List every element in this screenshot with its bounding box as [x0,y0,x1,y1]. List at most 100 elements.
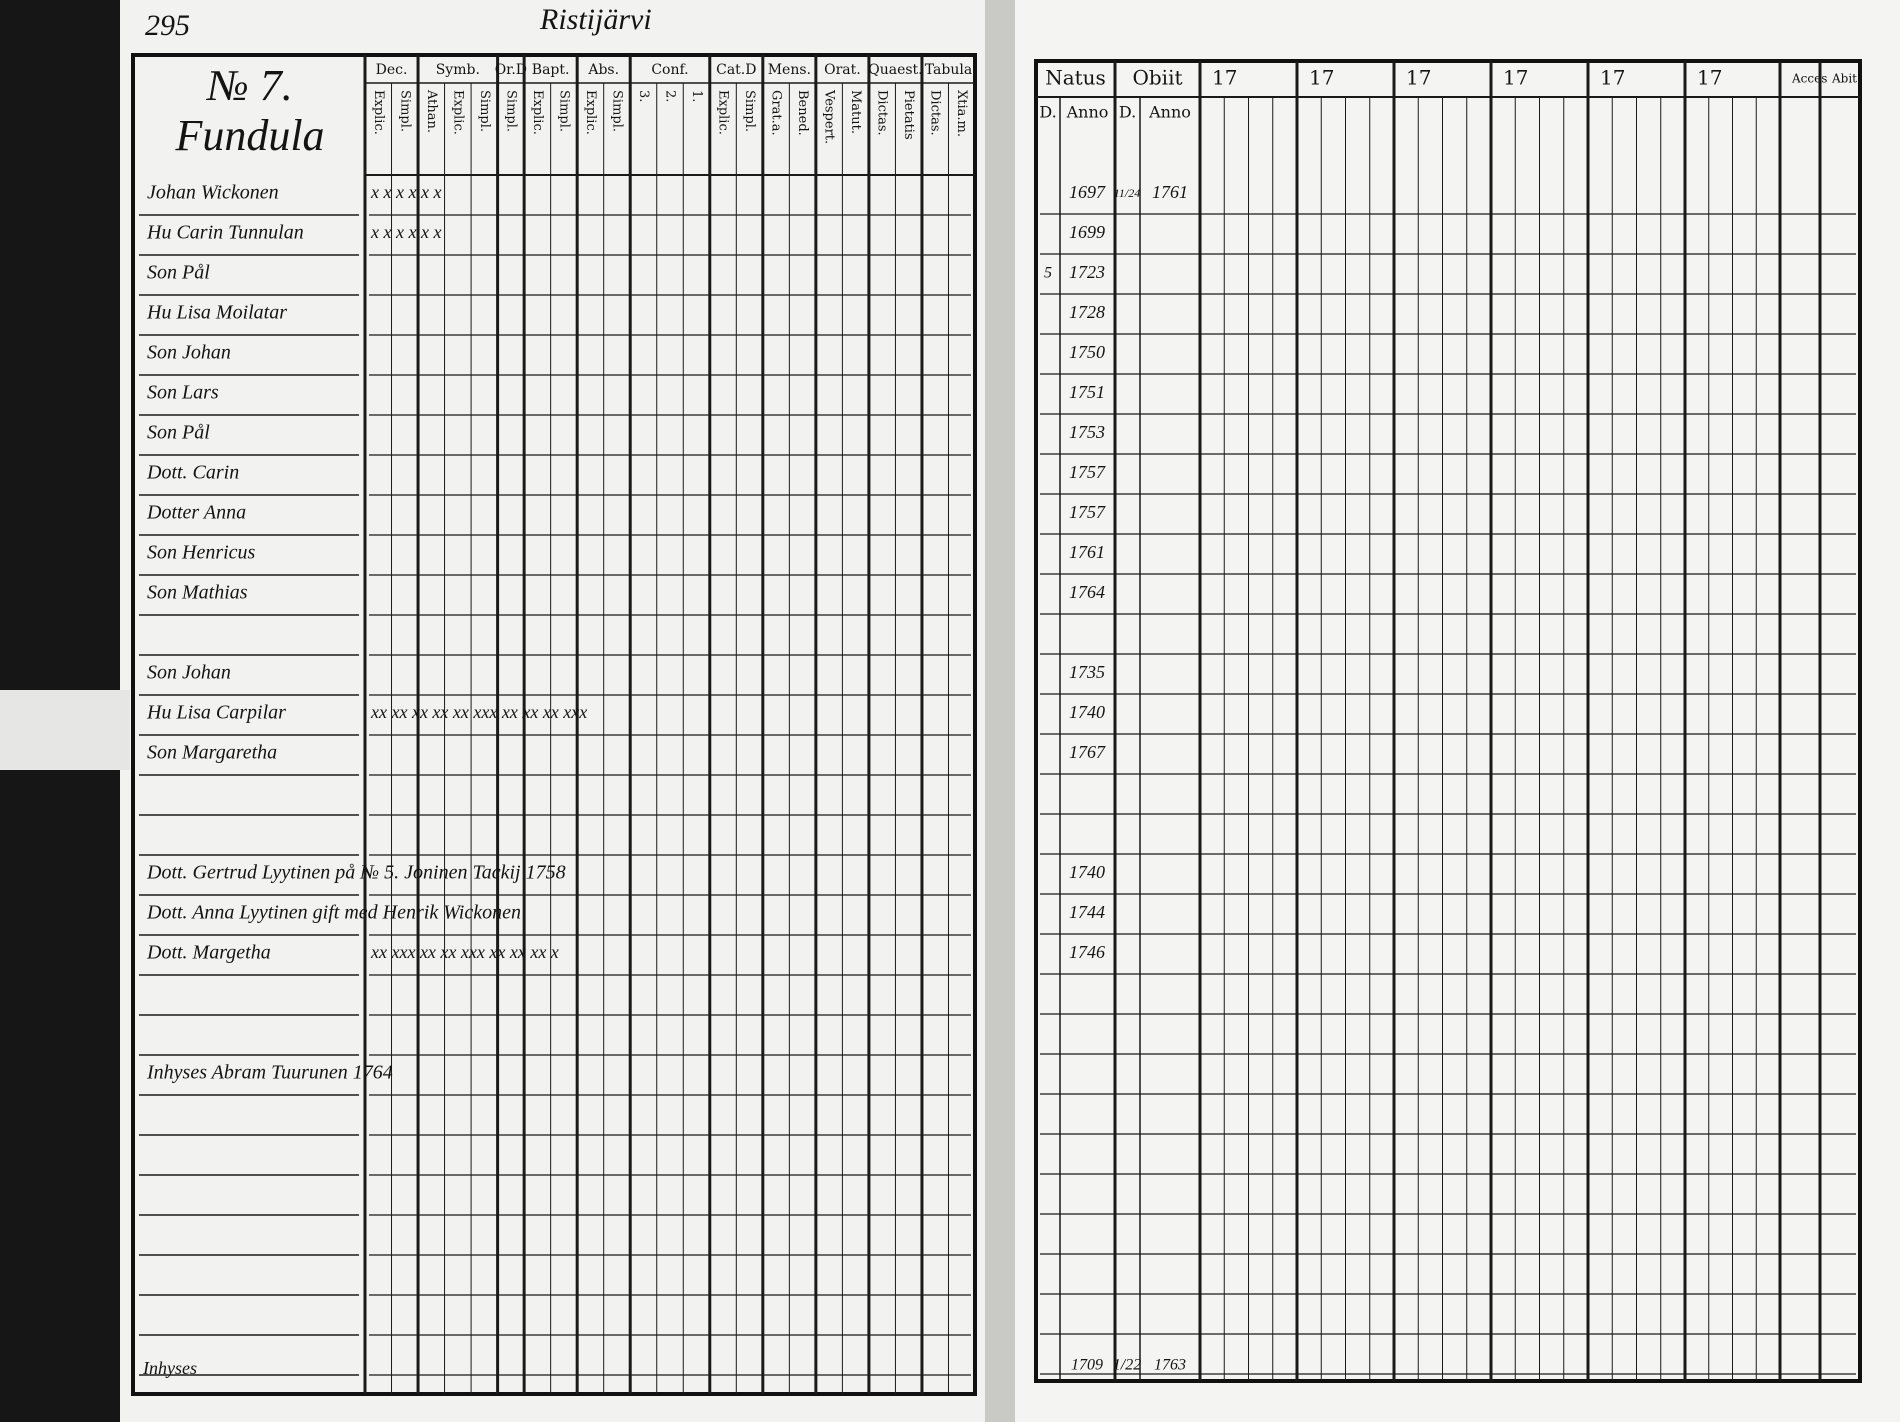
person-name: Inhyses Abram Tuurunen 1764 [146,1062,393,1084]
column-label: Abit [1831,72,1857,86]
catechism-marks: x x x x x x [370,222,441,242]
person-name: Hu Lisa Moilatar [146,302,287,324]
column-sublabel: 3. [636,90,651,102]
birth-year: 1767 [1069,742,1106,762]
column-sublabel: Simpl. [609,90,624,132]
column-sublabel: Explic. [530,90,545,135]
column-sublabel: Grat.a. [769,90,784,136]
birth-year: 1728 [1069,302,1105,322]
person-name: Son Henricus [147,542,256,564]
person-name: Son Margaretha [147,742,277,764]
death-day: 11/24 [1114,186,1140,200]
column-label: Mens. [768,62,811,78]
column-label: Symb. [436,62,480,78]
column-label: Bapt. [532,62,570,78]
death-year: 1761 [1152,182,1188,202]
birth-year: 1764 [1069,582,1105,602]
parish-name: Ristijärvi [539,3,652,36]
column-sublabel: D. [1039,103,1056,122]
column-label: Orat. [824,62,861,78]
person-name: Dott. Margetha [146,942,271,964]
person-name: Son Johan [147,342,231,364]
tab-strip [0,690,130,770]
column-sublabel: Explic. [716,90,731,135]
column-label: Or.D [495,62,527,78]
person-name: Dott. Gertrud Lyytinen på № 5. Joninen T… [146,862,566,884]
column-sublabel: Simpl. [503,90,518,132]
right-table-frame [1034,59,1862,1383]
column-label: Acces [1791,72,1827,86]
village-name: Fundula [174,111,324,160]
column-sublabel: Xtia.m. [954,90,969,137]
birth-year: 1723 [1069,262,1105,282]
footer-note: Inhyses [142,1358,197,1378]
column-sublabel: 1. [689,90,704,102]
left-sheet [120,0,1000,1422]
birth-year: 1751 [1069,382,1105,402]
column-sublabel: Matut. [848,90,863,134]
column-label: Quaest. [868,62,922,78]
column-label: Abs. [587,62,619,78]
birth-year: 1757 [1069,502,1106,522]
column-sublabel: Anno [1066,103,1109,122]
column-label: Cat.D [716,62,756,78]
column-sublabel: Explic. [371,90,386,135]
column-sublabel: Simpl. [397,90,412,132]
birth-year: 1753 [1069,422,1105,442]
column-sublabel: Dictas. [875,90,890,136]
birth-year: 1697 [1069,182,1106,202]
catechism-marks: xx xx xx xx xx xxx xx xx xx xxx [370,702,587,722]
person-name: Son Johan [147,662,231,684]
footer-entry: 1763 [1154,1357,1186,1374]
column-label: 17 [1309,66,1334,90]
household-number: № 7. [205,61,293,110]
column-sublabel: 2. [663,90,678,102]
page-number: 295 [145,9,190,42]
column-sublabel: Athan. [424,89,439,133]
column-label: Obiit [1132,66,1182,90]
birth-year: 1757 [1069,462,1106,482]
person-name: Hu Lisa Carpilar [146,702,286,724]
column-label: 17 [1406,66,1431,90]
column-sublabel: Simpl. [556,90,571,132]
birth-year: 1735 [1069,662,1105,682]
birth-day: 5 [1044,265,1052,282]
column-sublabel: D. [1119,103,1136,122]
column-label: 17 [1697,66,1722,90]
person-name: Dott. Anna Lyytinen gift med Henrik Wick… [146,902,521,924]
left-table-frame [131,53,977,1396]
person-name: Dotter Anna [146,502,246,524]
birth-year: 1740 [1069,702,1105,722]
person-name: Son Pål [147,422,210,444]
gutter [985,0,1015,1422]
column-label: Natus [1045,66,1106,90]
birth-year: 1740 [1069,862,1105,882]
catechism-marks: x x x x x x [370,182,441,202]
birth-year: 1744 [1069,902,1105,922]
column-label: Tabula [925,62,972,78]
column-sublabel: Simpl. [477,90,492,132]
birth-year: 1761 [1069,542,1105,562]
person-name: Son Pål [147,262,210,284]
column-sublabel: Explic. [450,90,465,135]
column-sublabel: Bened. [795,90,810,136]
birth-year: 1750 [1069,342,1105,362]
column-sublabel: Anno [1148,103,1191,122]
column-sublabel: Vespert. [822,89,837,144]
catechism-marks: xx xxx xx xx xxx xx xx xx x [370,942,559,962]
column-label: 17 [1600,66,1625,90]
footer-entry: 1/22 [1113,1357,1141,1374]
person-name: Dott. Carin [146,462,239,484]
column-sublabel: Simpl. [742,90,757,132]
person-name: Johan Wickonen [147,182,279,204]
column-sublabel: Explic. [583,90,598,135]
right-sheet [995,0,1900,1422]
column-sublabel: Dictas. [928,90,943,136]
person-name: Son Mathias [147,582,248,604]
person-name: Hu Carin Tunnulan [146,222,304,244]
column-sublabel: Pietatis [901,90,916,140]
footer-entry: 1709 [1071,1357,1103,1374]
column-label: 17 [1212,66,1237,90]
